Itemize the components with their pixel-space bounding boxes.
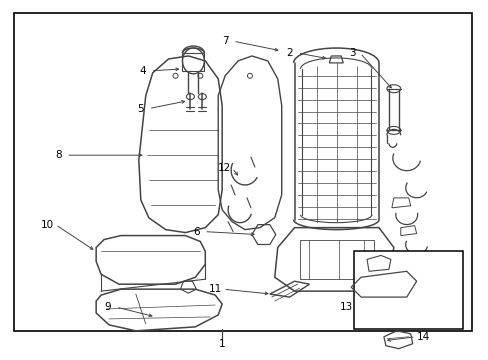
Text: 5: 5 <box>137 104 144 113</box>
Text: 9: 9 <box>104 302 111 312</box>
Text: 12: 12 <box>217 163 230 173</box>
Text: 8: 8 <box>55 150 61 160</box>
Text: 7: 7 <box>222 36 228 46</box>
Text: 2: 2 <box>286 48 292 58</box>
Text: 6: 6 <box>193 226 199 237</box>
Text: 3: 3 <box>348 48 355 58</box>
Bar <box>353 251 462 329</box>
Text: 13: 13 <box>339 302 352 312</box>
Text: 4: 4 <box>139 66 146 76</box>
Text: 1: 1 <box>219 339 225 349</box>
Text: 11: 11 <box>208 284 222 294</box>
Text: 14: 14 <box>416 332 429 342</box>
Bar <box>14 13 471 331</box>
Text: 10: 10 <box>41 220 54 230</box>
